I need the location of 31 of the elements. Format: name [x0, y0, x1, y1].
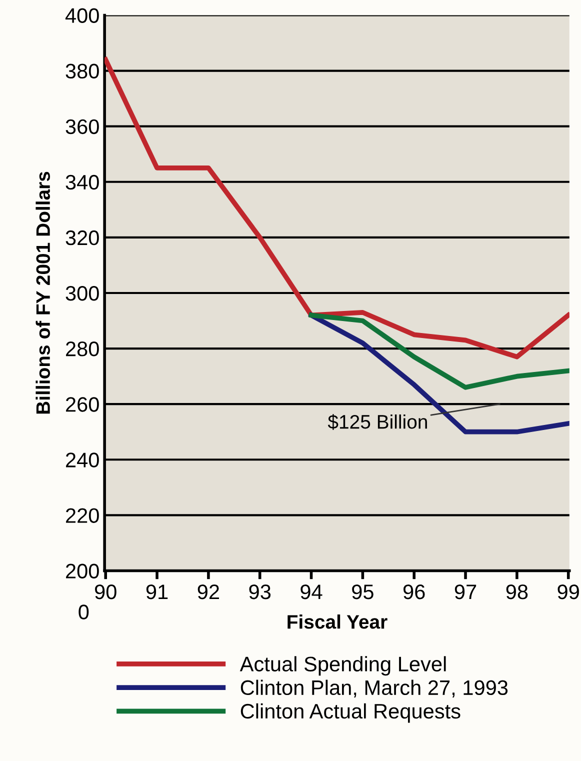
y-tick-label: 360 — [66, 119, 99, 134]
y-tick-label: 260 — [66, 397, 99, 412]
x-tick-label: 98 — [506, 584, 528, 600]
y-tick-label: 380 — [66, 64, 99, 79]
y-tick-label: 400 — [65, 8, 99, 23]
legend-label: Clinton Plan, March 27, 1993 — [240, 680, 508, 698]
x-tick-label: 91 — [146, 584, 168, 600]
x-tick-label: 94 — [300, 584, 322, 600]
x-tick-label: 96 — [403, 584, 425, 600]
x-tick-label: 90 — [95, 584, 116, 600]
x-axis-title: Fiscal Year — [288, 614, 388, 629]
y-tick-label: 200 — [66, 564, 99, 579]
x-tick-label: 99 — [558, 584, 579, 600]
annotation: $125 Billion — [328, 414, 427, 430]
line-series — [104, 57, 570, 360]
x-tick-label: 95 — [352, 584, 374, 600]
y-axis-title: Billions of FY 2001 Dollars — [36, 172, 50, 414]
line-series — [308, 312, 570, 434]
x-tick-label: 92 — [198, 584, 219, 600]
y-tick-label: 300 — [66, 286, 99, 301]
y-tick-label: 340 — [66, 174, 99, 190]
y-tick-label: 280 — [66, 342, 99, 356]
y-tick-label: 220 — [66, 508, 99, 523]
x-tick-label: 97 — [454, 584, 476, 600]
y-tick-label: 320 — [66, 230, 99, 246]
legend-label: Clinton Actual Requests — [240, 703, 460, 723]
y-tick-label: 240 — [66, 452, 99, 468]
line-series — [308, 312, 570, 390]
legend-label: Actual Spending Level — [240, 656, 446, 676]
x-tick-label: 93 — [249, 584, 271, 600]
text: 0 — [78, 604, 89, 620]
